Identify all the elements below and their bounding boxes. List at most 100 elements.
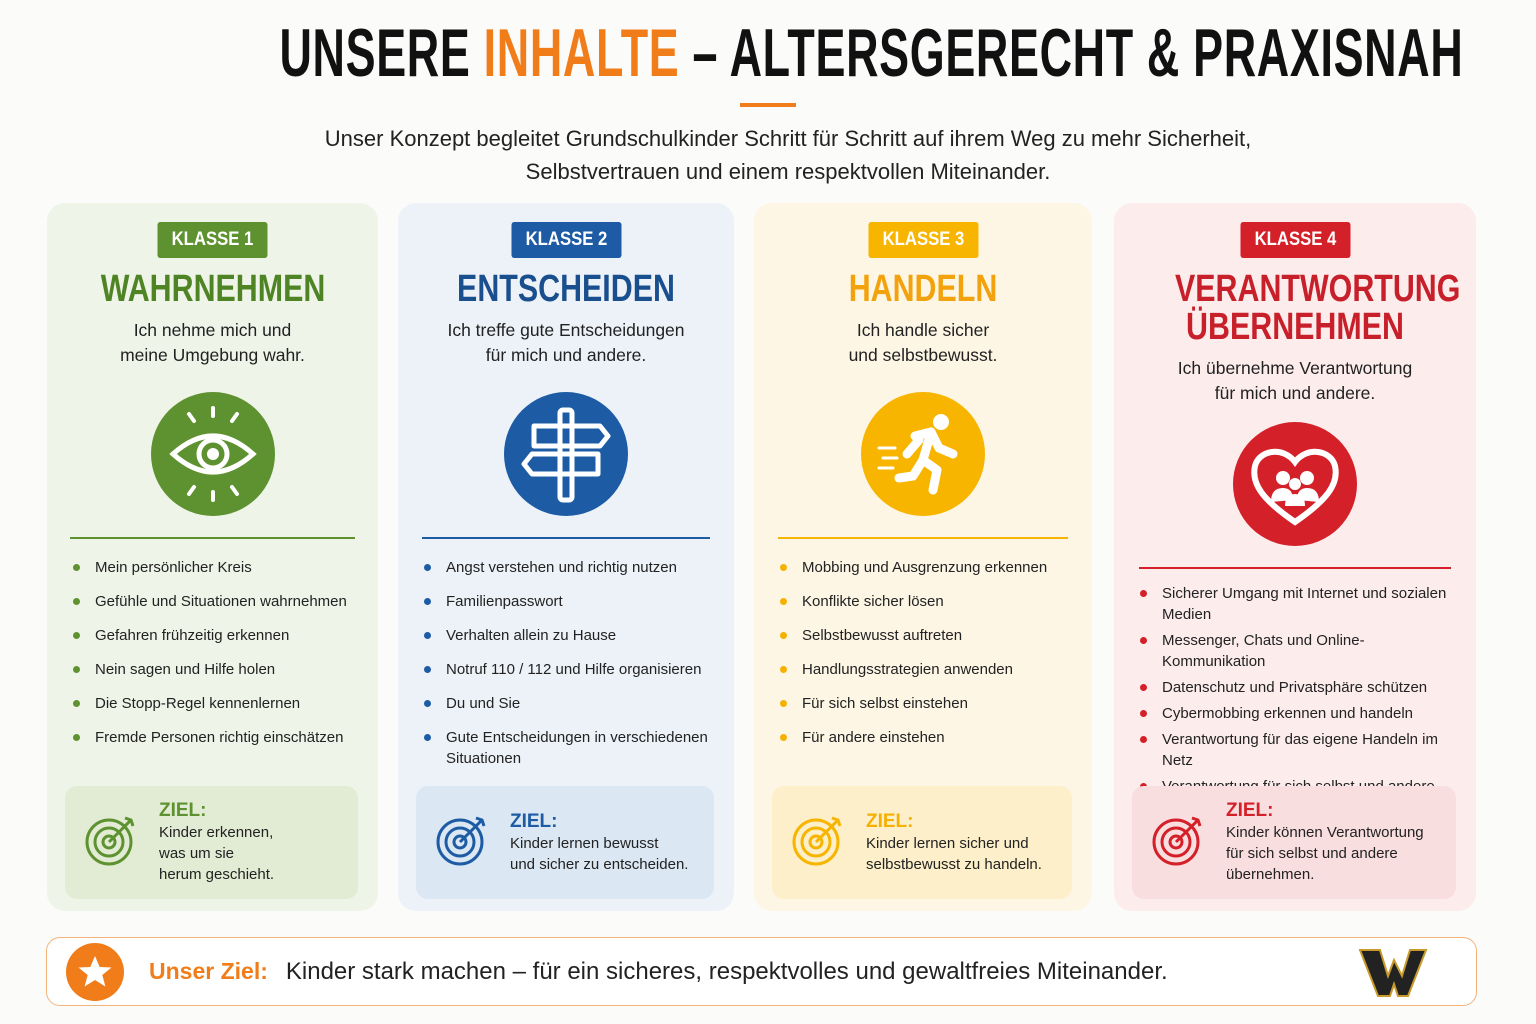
list-item: Verantwortung für das eigene Handeln im …: [1140, 729, 1476, 771]
goal-line: für sich selbst und andere: [1226, 845, 1398, 862]
goal-label: ZIEL:: [510, 810, 558, 832]
divider: [70, 537, 355, 539]
goal-label: ZIEL:: [159, 800, 207, 821]
badge: KLASSE 1: [157, 222, 268, 258]
card-title: ENTSCHEIDEN: [457, 268, 675, 310]
card: KLASSE 3 HANDELN Ich handle sicher und selb…: [754, 203, 1092, 911]
list-item: Mein persönlicher Kreis: [73, 557, 378, 578]
item-list: Mobbing und Ausgrenzung erkennen Konflikt…: [754, 557, 1092, 761]
list-item: Angst verstehen und richtig nutzen: [424, 557, 734, 578]
subtitle-line: und selbstbewusst.: [848, 345, 998, 365]
goal-line: Kinder lernen bewusst: [510, 834, 659, 852]
target-graphic: [85, 816, 135, 866]
goal-line: Kinder erkennen,: [159, 824, 274, 841]
icon: [1233, 422, 1357, 551]
icon-graphic: [1233, 422, 1357, 546]
subtitle-line: Ich nehme mich und: [133, 320, 292, 340]
list-item: Mobbing und Ausgrenzung erkennen: [780, 557, 1092, 578]
goal-line: übernehmen.: [1226, 866, 1315, 883]
divider: [777, 537, 1069, 539]
goal-line: und sicher zu entscheiden.: [510, 855, 689, 873]
target-icon: [83, 812, 139, 873]
goal-label: ZIEL:: [1226, 800, 1274, 821]
goal-text: ZIEL: Kinder erkennen, was um sie herum ges…: [159, 800, 274, 885]
subtitle: Ich nehme mich und meine Umgebung wahr.: [120, 318, 305, 368]
list-item: Sicherer Umgang mit Internet und soziale…: [1140, 583, 1476, 625]
card-title: WAHRNEHMEN: [100, 268, 325, 310]
goal-text: ZIEL: Kinder können Verantwortung für sich…: [1226, 800, 1424, 885]
target-icon: [790, 812, 846, 873]
title: UNSERE INHALTE – ALTERSGERECHT & PRAXISN…: [279, 14, 1462, 92]
icon: [504, 392, 628, 521]
list-item: Selbstbewusst auftreten: [780, 625, 1092, 646]
goal-box: ZIEL: Kinder lernen sicher und selbstbewus…: [772, 786, 1072, 899]
subtitle: Ich handle sicher und selbstbewusst.: [849, 318, 998, 368]
badge: KLASSE 3: [868, 222, 978, 258]
footer-label: Unser Ziel:: [149, 958, 268, 984]
intro-line: Selbstvertrauen und einem respektvollen …: [525, 159, 1051, 184]
list-item: Für sich selbst einstehen: [780, 693, 1092, 714]
list-item: Verhalten allein zu Hause: [424, 625, 734, 646]
footer: Unser Ziel: Kinder stark machen – für ei…: [46, 937, 1477, 1006]
goal-line: Kinder können Verantwortung: [1226, 824, 1424, 841]
list-item: Familienpasswort: [424, 591, 734, 612]
list-item: Fremde Personen richtig einschätzen: [73, 727, 378, 748]
list-item: Nein sagen und Hilfe holen: [73, 659, 378, 680]
intro: Unser Konzept begleitet Grundschulkinder…: [0, 122, 1536, 188]
icon-graphic: [504, 392, 628, 516]
subtitle-line: für mich und andere.: [485, 345, 647, 365]
goal-text: ZIEL: Kinder lernen bewusst und sicher zu …: [510, 811, 688, 875]
list-item: Datenschutz und Privatsphäre schützen: [1140, 677, 1476, 698]
list-item: Gute Entscheidungen in verschiedenen Sit…: [424, 727, 734, 769]
footer-text: Kinder stark machen – für ein sicheres, …: [285, 957, 1168, 985]
subtitle-line: Ich übernehme Verantwortung: [1177, 358, 1413, 378]
title-part: UNSERE: [279, 15, 471, 91]
target-icon: [434, 812, 490, 873]
card: KLASSE 2 ENTSCHEIDEN Ich treffe gute Entsc…: [398, 203, 734, 911]
list-item: Konflikte sicher lösen: [780, 591, 1092, 612]
goal-box: ZIEL: Kinder lernen bewusst und sicher zu …: [416, 786, 714, 899]
divider: [1139, 567, 1451, 569]
icon-graphic: [150, 392, 275, 516]
list-item: Die Stopp-Regel kennenlernen: [73, 693, 378, 714]
list-item: Notruf 110 / 112 und Hilfe organisieren: [424, 659, 734, 680]
item-list: Sicherer Umgang mit Internet und soziale…: [1114, 583, 1476, 823]
target-graphic: [792, 816, 842, 866]
goal-line: selbstbewusst zu handeln.: [866, 855, 1042, 873]
list-item: Du und Sie: [424, 693, 734, 714]
target-graphic: [1152, 816, 1202, 866]
subtitle-line: für mich und andere.: [1214, 383, 1376, 403]
goal-line: was um sie: [159, 845, 235, 862]
list-item: Für andere einstehen: [780, 727, 1092, 748]
icon: [150, 392, 275, 521]
goal-box: ZIEL: Kinder erkennen, was um sie herum ges…: [65, 786, 358, 899]
list-item: Gefahren frühzeitig erkennen: [73, 625, 378, 646]
card-title: HANDELN: [848, 268, 998, 310]
target-icon: [1150, 812, 1206, 873]
subtitle: Ich übernehme Verantwortung für mich und …: [1178, 356, 1412, 406]
list-item: Gefühle und Situationen wahrnehmen: [73, 591, 378, 612]
subtitle-line: meine Umgebung wahr.: [120, 345, 305, 365]
title-underline: [740, 103, 796, 107]
card-title: VERANTWORTUNG ÜBERNEHMEN: [1175, 268, 1461, 348]
title-highlight: INHALTE: [483, 15, 680, 91]
item-list: Angst verstehen und richtig nutzen Famili…: [398, 557, 734, 782]
list-item: Cybermobbing erkennen und handeln: [1140, 703, 1476, 724]
subtitle-line: Ich handle sicher: [856, 320, 990, 340]
intro-line: Unser Konzept begleitet Grundschulkinder…: [324, 126, 1252, 151]
item-list: Mein persönlicher Kreis Gefühle und Situa…: [47, 557, 378, 761]
subtitle-line: Ich treffe gute Entscheidungen: [447, 320, 685, 340]
badge: KLASSE 2: [511, 222, 621, 258]
list-item: Messenger, Chats und Online-Kommunikatio…: [1140, 630, 1476, 672]
badge: KLASSE 4: [1240, 222, 1350, 258]
star-icon: [66, 943, 124, 1001]
title-part: – ALTERSGERECHT & PRAXISNAH: [692, 15, 1464, 91]
goal-label: ZIEL:: [866, 810, 914, 832]
card: KLASSE 1 WAHRNEHMEN Ich nehme mich und mein…: [47, 203, 378, 911]
goal-line: Kinder lernen sicher und: [866, 834, 1029, 852]
card: KLASSE 4 VERANTWORTUNG ÜBERNEHMEN Ich über…: [1114, 203, 1476, 911]
divider: [421, 537, 711, 539]
target-graphic: [436, 816, 486, 866]
goal-text: ZIEL: Kinder lernen sicher und selbstbewus…: [866, 811, 1042, 875]
list-item: Handlungsstrategien anwenden: [780, 659, 1092, 680]
